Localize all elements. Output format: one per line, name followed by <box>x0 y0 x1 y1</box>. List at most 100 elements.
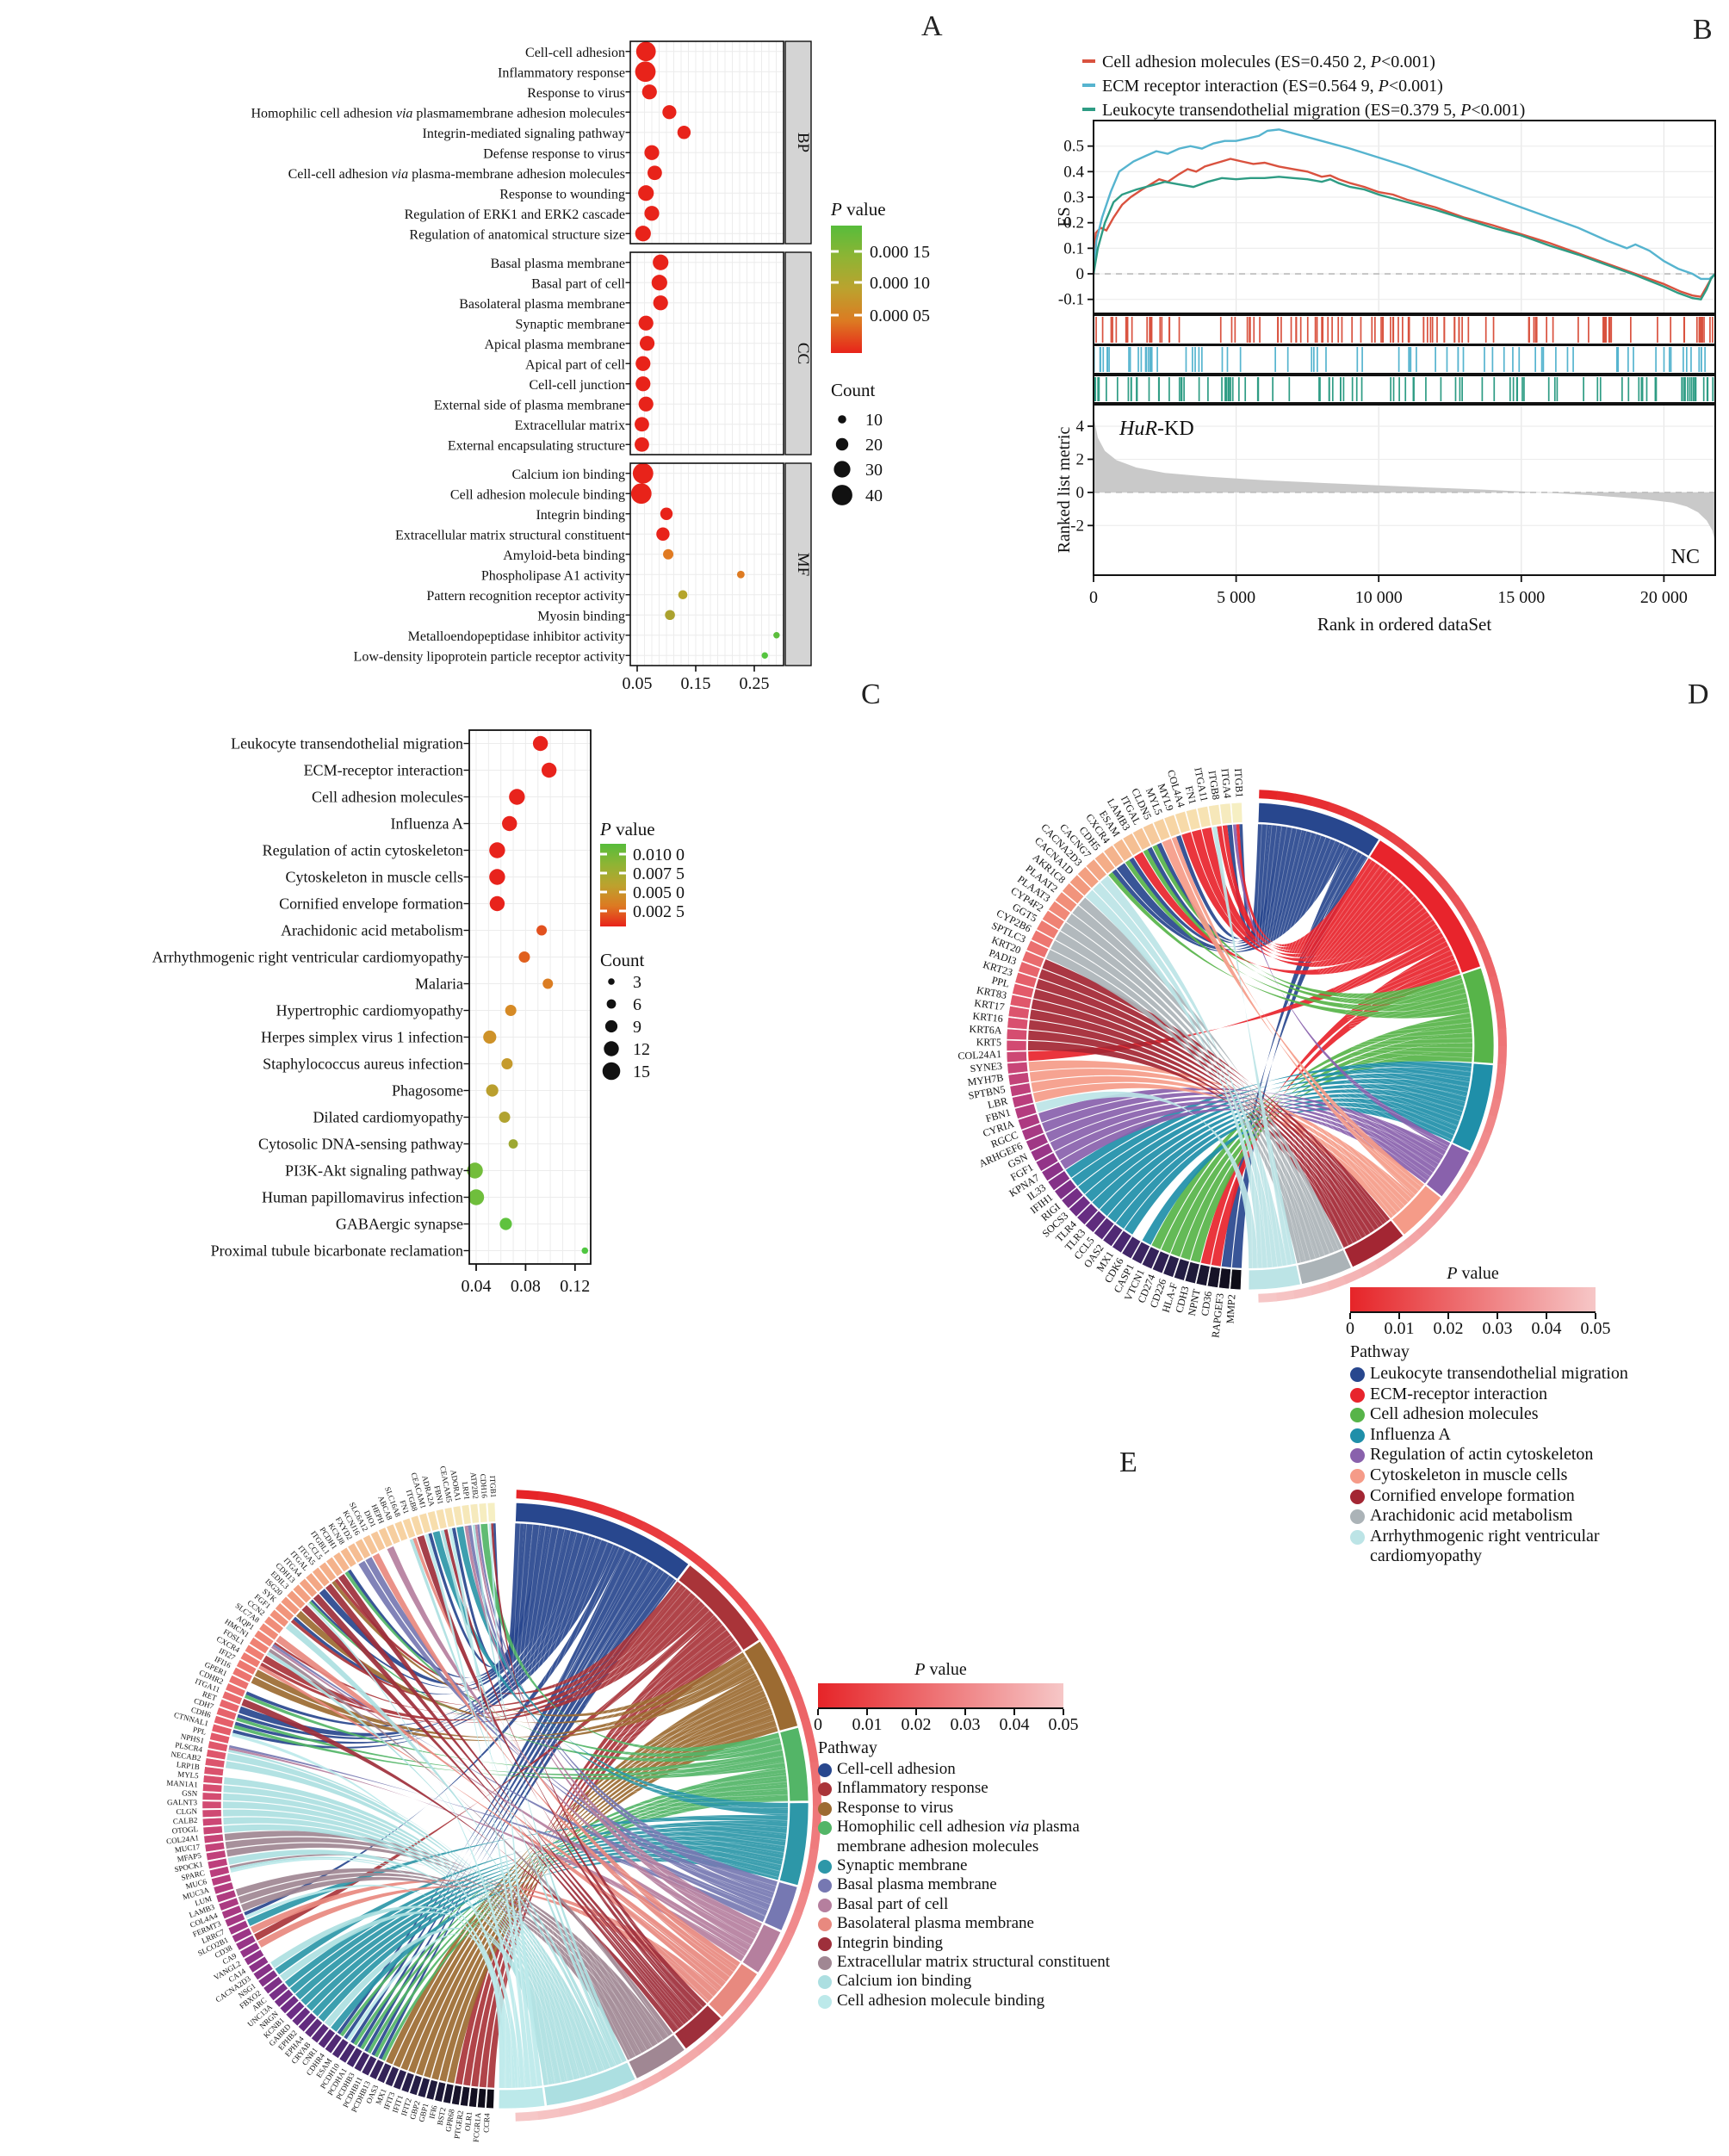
svg-text:0.1: 0.1 <box>1063 239 1084 257</box>
pvalue-ring-seg <box>676 2048 700 2068</box>
gene-arc <box>225 1682 246 1698</box>
gene-arc <box>318 2029 336 2049</box>
gene-arc <box>1006 1028 1027 1040</box>
pathway-arc <box>543 2061 636 2107</box>
svg-text:ES: ES <box>1055 207 1074 226</box>
svg-text:Myosin binding: Myosin binding <box>537 609 625 623</box>
pvalue-ring-seg <box>1310 796 1330 811</box>
svg-text:12: 12 <box>633 1040 650 1059</box>
pathway-legend-title: Pathway <box>818 1738 877 1757</box>
chord-e-legend: P value 0 0.01 0.02 0.03 0.04 0.05 Pathway Cell-… <box>814 1660 1249 2010</box>
svg-text:GABAergic synapse: GABAergic synapse <box>336 1216 463 1233</box>
pvalue-ring-seg <box>1327 802 1348 817</box>
gene-arc <box>1207 1266 1221 1288</box>
pathway-label: Basal plasma membrane <box>837 1875 997 1894</box>
pvalue-ring-seg <box>1497 1046 1507 1065</box>
gene-arc <box>386 1523 401 1545</box>
gene-arc <box>1122 833 1142 856</box>
dot-Regulation of anatomical structure size <box>635 226 651 242</box>
gene-arc <box>213 1881 234 1895</box>
pvalue-ring-seg <box>1496 1063 1507 1083</box>
gene-arc <box>1006 1040 1027 1051</box>
pathway-label: Cytoskeleton in muscle cells <box>1370 1465 1568 1484</box>
pathway-label: Regulation of actin cytoskeleton <box>1370 1445 1594 1465</box>
pvalue-ring-seg <box>1440 881 1459 901</box>
dot-Metalloendopeptidase inhibitor activity <box>773 632 780 639</box>
dot-Cytosolic DNA-sensing pathway <box>508 1139 518 1149</box>
gene-arc <box>311 2023 330 2044</box>
svg-text:Amyloid-beta binding: Amyloid-beta binding <box>503 548 625 563</box>
pathway-legend-item: Basolateral plasma membrane <box>818 1914 1249 1933</box>
gene-arc <box>218 1897 239 1911</box>
pathway-arc <box>1452 1063 1494 1152</box>
gene-arc <box>1026 1133 1049 1152</box>
svg-text:0.002 5: 0.002 5 <box>633 902 685 921</box>
svg-text:Regulation of actin cytoskelet: Regulation of actin cytoskeleton <box>263 842 463 859</box>
gene-arc <box>376 2062 393 2084</box>
svg-text:20: 20 <box>865 436 883 455</box>
gene-label: KRT16 <box>972 1010 1003 1025</box>
svg-text:Phospholipase A1 activity: Phospholipase A1 activity <box>481 568 625 583</box>
pathway-label: Arrhythmogenic right ventricular cardiomy… <box>1370 1526 1600 1566</box>
gene-arc <box>338 2042 356 2064</box>
pvalue-ring-seg <box>1496 1010 1507 1030</box>
es-curve <box>1092 176 1716 301</box>
dot-Amyloid-beta binding <box>663 548 674 560</box>
svg-text:9: 9 <box>633 1018 641 1037</box>
svg-text:Inflammatory response: Inflammatory response <box>498 65 625 80</box>
pathway-label: Cornified envelope formation <box>1370 1485 1575 1505</box>
pathway-color-dot <box>1350 1529 1365 1545</box>
svg-text:External encapsulating structu: External encapsulating structure <box>448 438 625 453</box>
pvalue-ring-seg <box>726 2003 748 2026</box>
pvalue-ring-seg <box>1450 1177 1468 1198</box>
gene-arc <box>378 1527 394 1548</box>
gene-arc <box>215 1707 238 1721</box>
dot-Leukocyte transendothelial migration <box>532 735 548 752</box>
pvalue-ring-seg <box>1402 1230 1422 1249</box>
gene-arc <box>1047 1170 1070 1191</box>
svg-text:Cell-cell junction: Cell-cell junction <box>529 378 625 393</box>
gene-arc <box>201 1800 222 1809</box>
pvalue-ring-seg <box>1440 1192 1459 1212</box>
pvalue-ring-seg <box>785 1911 803 1936</box>
svg-text:Leukocyte transendothelial mig: Leukocyte transendothelial migration <box>231 735 463 753</box>
pathway-legend-title: Pathway <box>1350 1342 1410 1361</box>
svg-text:0.04: 0.04 <box>462 1277 492 1296</box>
dot-Integrin binding <box>660 507 673 520</box>
dot-Staphylococcus aureus infection <box>501 1058 513 1069</box>
gene-arc <box>211 1723 232 1737</box>
svg-text:Low-density lipoprotein partic: Low-density lipoprotein particle recepto… <box>354 649 625 664</box>
gene-arc <box>215 1889 237 1904</box>
pathway-arc <box>1257 802 1380 857</box>
pvalue-ring-seg <box>1342 1268 1363 1285</box>
pvalue-ring-seg <box>1468 1147 1485 1168</box>
gene-label: MMP2 <box>1224 1294 1237 1324</box>
pathway-label: ECM-receptor interaction <box>1370 1384 1548 1403</box>
gene-arc <box>1094 852 1116 875</box>
pathway-arc <box>1461 967 1495 1064</box>
svg-text:PI3K-Akt signaling pathway: PI3K-Akt signaling pathway <box>285 1162 463 1180</box>
svg-text:ECM receptor interaction (ES=0: ECM receptor interaction (ES=0.564 9, P<… <box>1102 77 1443 96</box>
pvalue-ring-seg <box>1309 1281 1330 1296</box>
gene-arc <box>208 1740 228 1752</box>
pvalue-ring-seg <box>786 1676 803 1701</box>
gene-label: FN1 <box>398 1499 411 1515</box>
dot-ECM-receptor interaction <box>541 762 557 778</box>
gene-arc <box>239 1942 261 1959</box>
barcode-row-0 <box>1093 314 1716 345</box>
pathway-arc <box>743 1640 799 1732</box>
gene-arc <box>347 1542 364 1564</box>
gene-arc <box>1035 1152 1059 1172</box>
gene-arc <box>451 2085 462 2106</box>
pvalue-ring-seg <box>1469 926 1485 946</box>
gene-arc <box>203 1833 224 1844</box>
gene-arc <box>1014 972 1038 988</box>
svg-text:0.4: 0.4 <box>1063 163 1084 181</box>
pathway-legend-item: Cornified envelope formation <box>1350 1486 1727 1507</box>
dot-Arrhythmogenic right ventricular cardiomyopathy <box>518 951 530 963</box>
pvalue-ring-seg <box>1373 1251 1394 1269</box>
gene-arc <box>202 1817 222 1826</box>
dot-Proximal tubule bicarbonate reclamation <box>581 1247 589 1255</box>
pvalue-ring-seg <box>1292 1286 1313 1299</box>
